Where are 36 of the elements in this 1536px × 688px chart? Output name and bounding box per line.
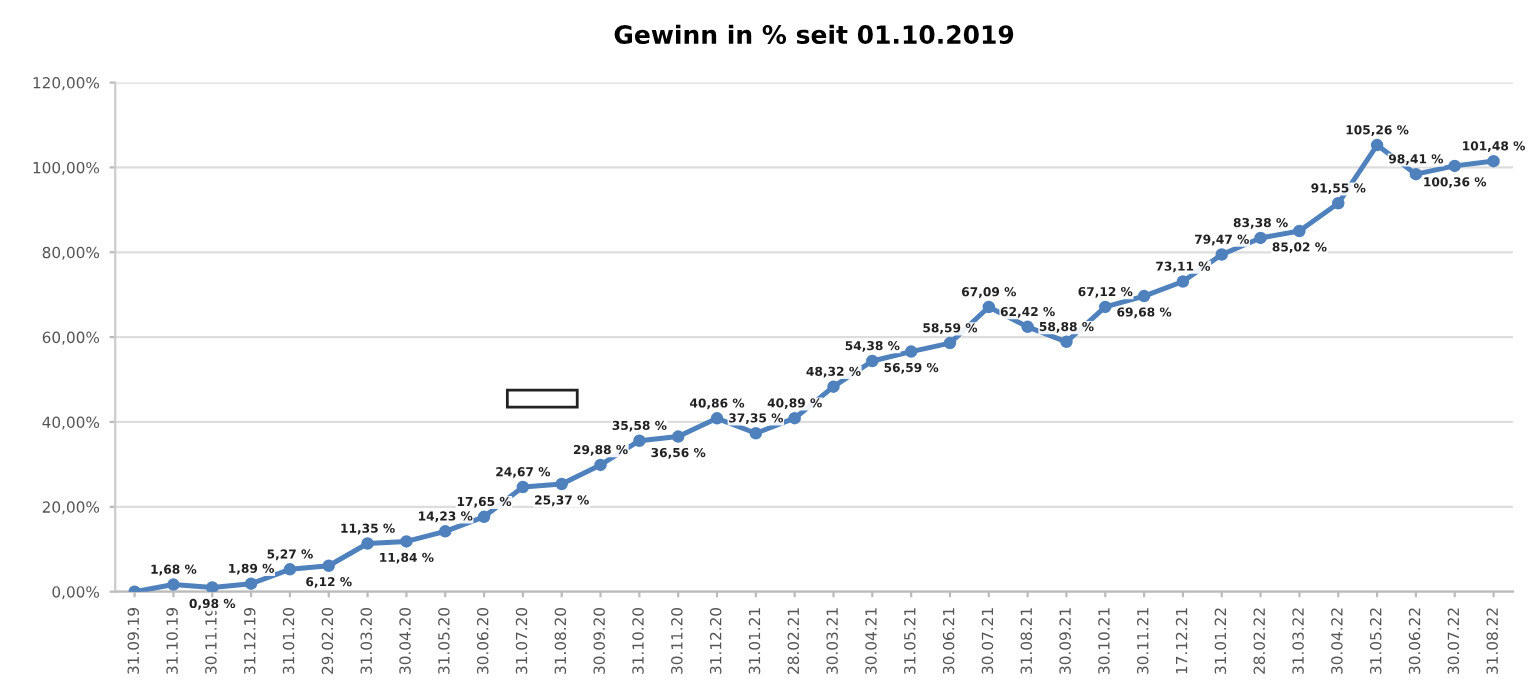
point xyxy=(516,480,530,494)
point xyxy=(283,563,297,576)
point xyxy=(904,345,918,358)
point xyxy=(1254,231,1267,245)
point xyxy=(438,525,452,538)
point xyxy=(244,577,258,590)
point xyxy=(1409,167,1423,181)
point xyxy=(788,411,801,425)
point xyxy=(671,430,685,443)
point xyxy=(400,535,413,548)
point xyxy=(1370,138,1384,152)
chart-title: Gewinn in % seit 01.10.2019 xyxy=(614,24,1014,45)
point xyxy=(827,380,840,393)
point xyxy=(477,510,491,524)
point xyxy=(749,426,763,440)
point xyxy=(167,578,180,591)
point xyxy=(633,434,646,447)
point xyxy=(555,477,568,491)
point xyxy=(1176,275,1190,288)
point xyxy=(1448,159,1461,173)
point xyxy=(1293,224,1306,238)
point xyxy=(206,581,219,592)
point xyxy=(1099,300,1112,314)
point xyxy=(866,354,879,368)
point xyxy=(1060,335,1073,349)
point xyxy=(982,300,996,314)
point xyxy=(1215,248,1229,261)
point xyxy=(943,336,957,350)
point xyxy=(1487,154,1500,168)
point xyxy=(594,458,607,472)
point xyxy=(1021,320,1034,334)
point xyxy=(1137,289,1151,303)
point xyxy=(1331,197,1345,210)
point xyxy=(322,559,335,572)
point xyxy=(361,537,374,550)
point xyxy=(710,412,724,425)
